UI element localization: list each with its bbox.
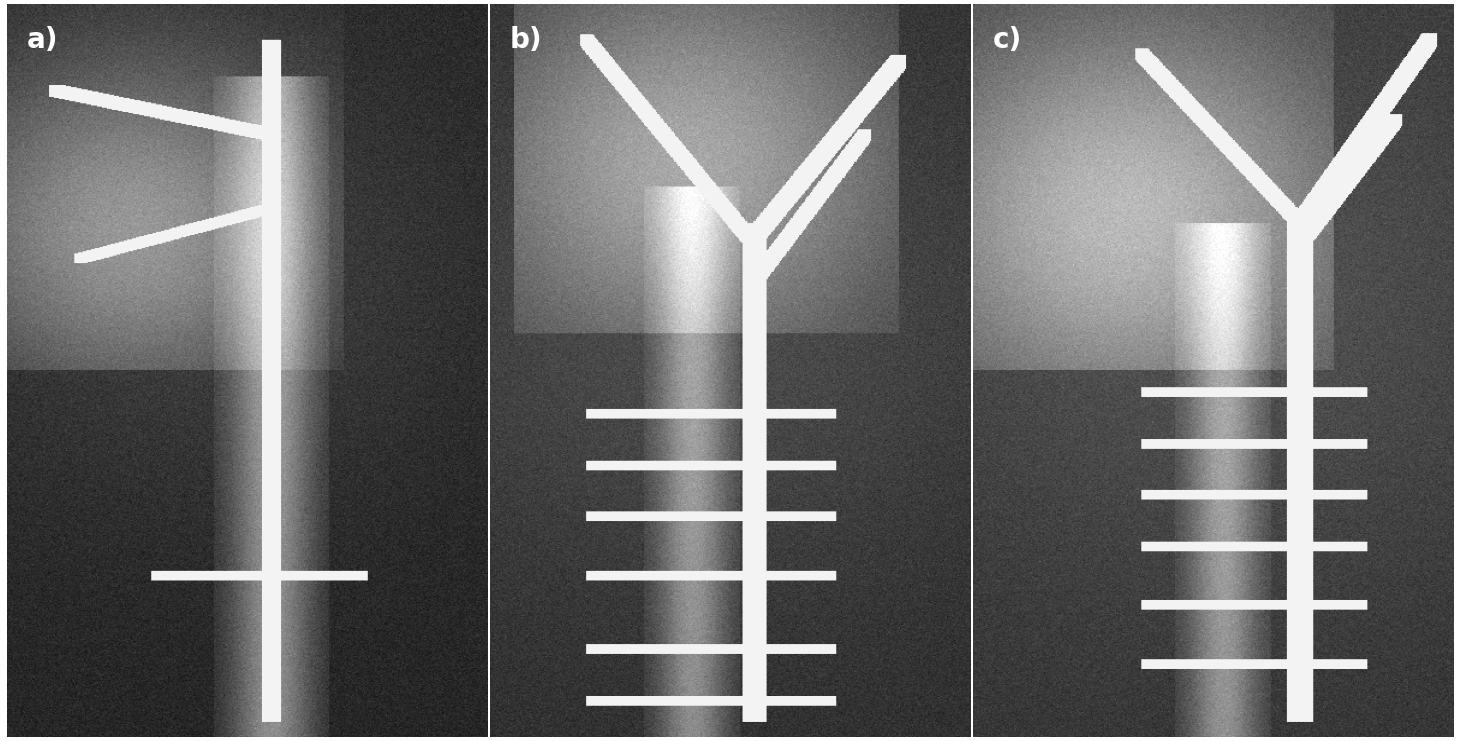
Text: a): a)	[26, 26, 58, 53]
Text: c): c)	[992, 26, 1021, 53]
Text: b): b)	[510, 26, 542, 53]
